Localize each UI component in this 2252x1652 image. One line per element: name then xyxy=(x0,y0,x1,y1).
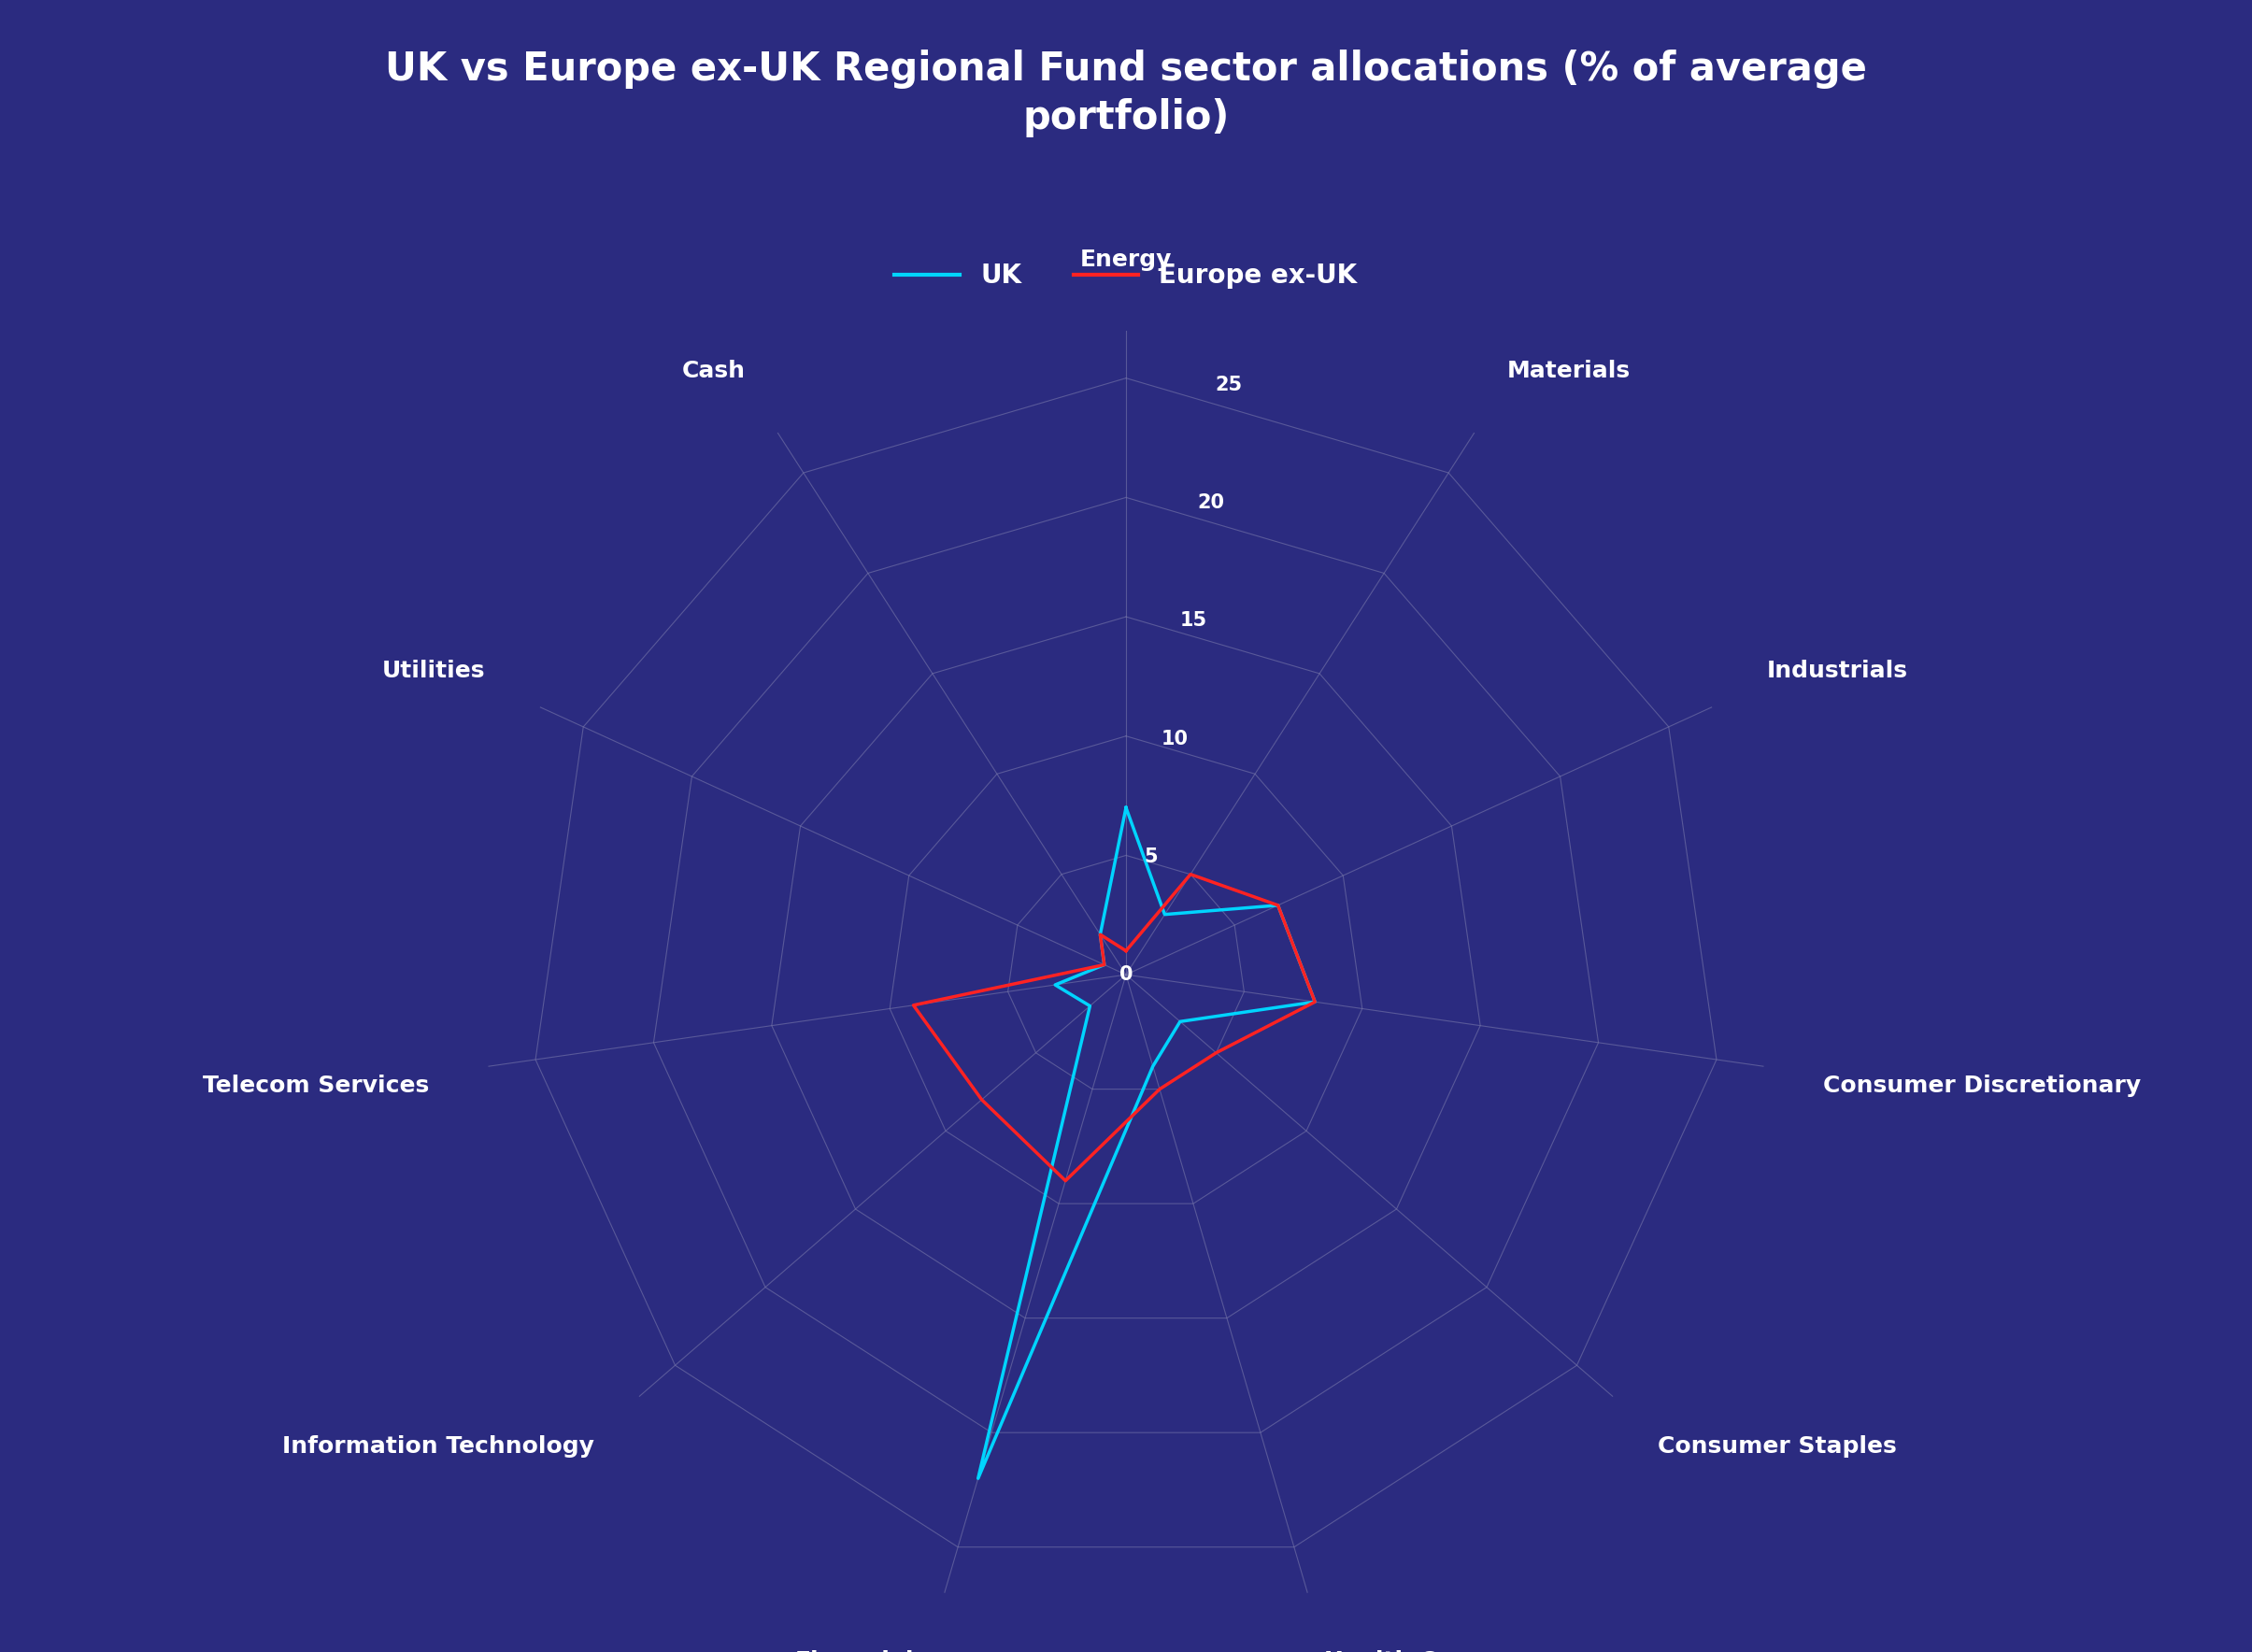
Text: Materials: Materials xyxy=(1507,360,1630,383)
Text: Telecom Services: Telecom Services xyxy=(203,1075,430,1097)
Text: Cash: Cash xyxy=(682,360,745,383)
Text: Utilities: Utilities xyxy=(383,659,486,682)
Text: 25: 25 xyxy=(1216,375,1243,395)
Text: 15: 15 xyxy=(1180,611,1207,629)
Text: Consumer Staples: Consumer Staples xyxy=(1657,1436,1896,1459)
Text: 10: 10 xyxy=(1162,730,1189,748)
Text: Industrials: Industrials xyxy=(1766,659,1907,682)
Text: 0: 0 xyxy=(1119,965,1133,985)
Text: Financials: Financials xyxy=(795,1650,928,1652)
Text: 5: 5 xyxy=(1144,847,1158,866)
Text: UK vs Europe ex-UK Regional Fund sector allocations (% of average
portfolio): UK vs Europe ex-UK Regional Fund sector … xyxy=(385,50,1867,137)
Text: Energy: Energy xyxy=(1081,248,1171,271)
Text: 20: 20 xyxy=(1198,494,1225,512)
Text: Information Technology: Information Technology xyxy=(282,1436,595,1459)
Legend: UK, Europe ex-UK: UK, Europe ex-UK xyxy=(885,253,1367,299)
Text: Consumer Discretionary: Consumer Discretionary xyxy=(1822,1075,2142,1097)
Text: Health Care: Health Care xyxy=(1324,1650,1480,1652)
